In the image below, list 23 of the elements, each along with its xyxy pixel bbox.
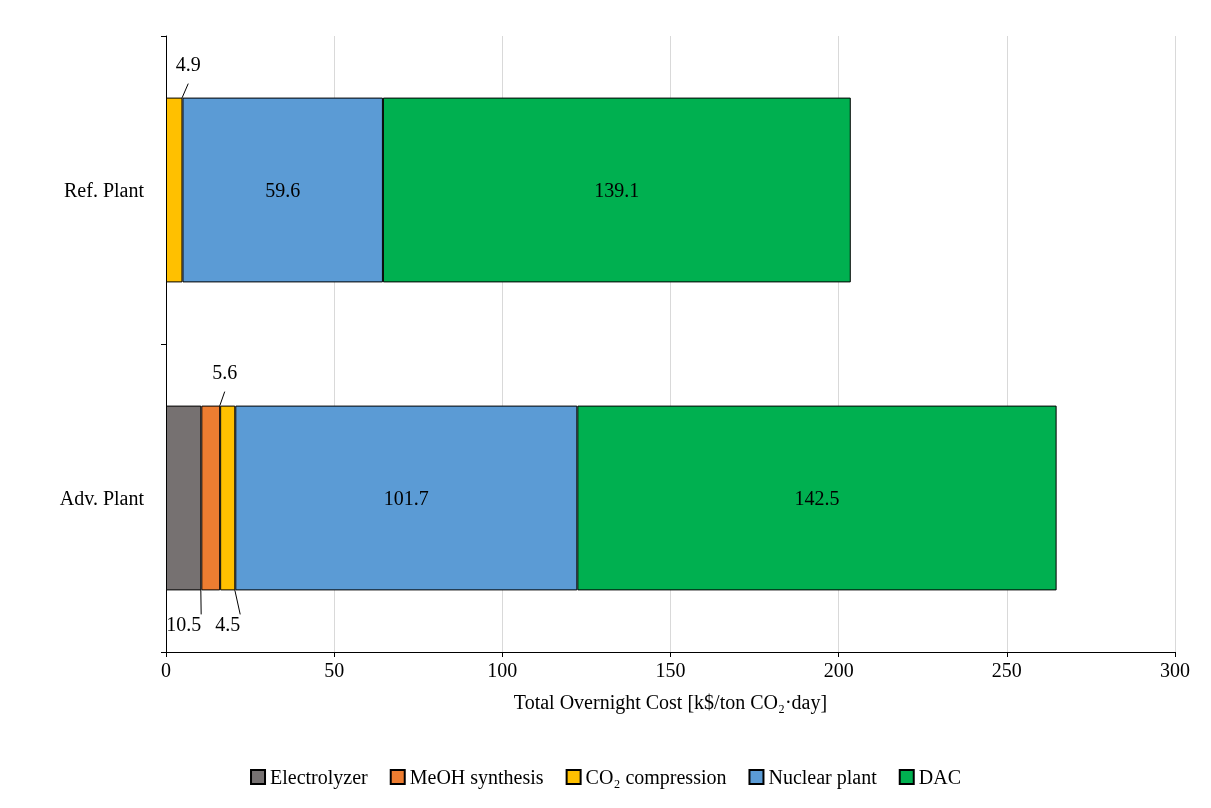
y-tick-label: Ref. Plant	[64, 179, 145, 201]
x-tick-label: 0	[161, 659, 171, 681]
legend-label: DAC	[918, 766, 961, 788]
x-tick-label: 250	[991, 659, 1022, 681]
legend-label: CO₂ compression	[585, 766, 727, 789]
x-tick-label: 100	[487, 659, 518, 681]
x-tick-label: 300	[1160, 659, 1190, 681]
data-label: 139.1	[594, 179, 640, 201]
legend-label: Electrolyzer	[270, 766, 369, 789]
data-label: 101.7	[383, 487, 429, 509]
data-label: 4.5	[215, 613, 241, 636]
data-label: 142.5	[794, 487, 840, 509]
x-tick-label: 50	[324, 659, 345, 681]
data-label: 5.6	[212, 360, 238, 383]
x-tick-label: 150	[655, 659, 686, 681]
data-label: 4.9	[175, 52, 201, 75]
data-label: 59.6	[265, 179, 301, 201]
legend-label: Nuclear plant	[768, 766, 878, 789]
y-tick-label: Adv. Plant	[59, 487, 145, 509]
x-tick-label: 200	[823, 659, 854, 681]
x-axis-title: Total Overnight Cost [k$/ton CO₂·day]	[513, 691, 828, 714]
data-label: 10.5	[166, 613, 202, 636]
legend-label: MeOH synthesis	[409, 766, 544, 789]
